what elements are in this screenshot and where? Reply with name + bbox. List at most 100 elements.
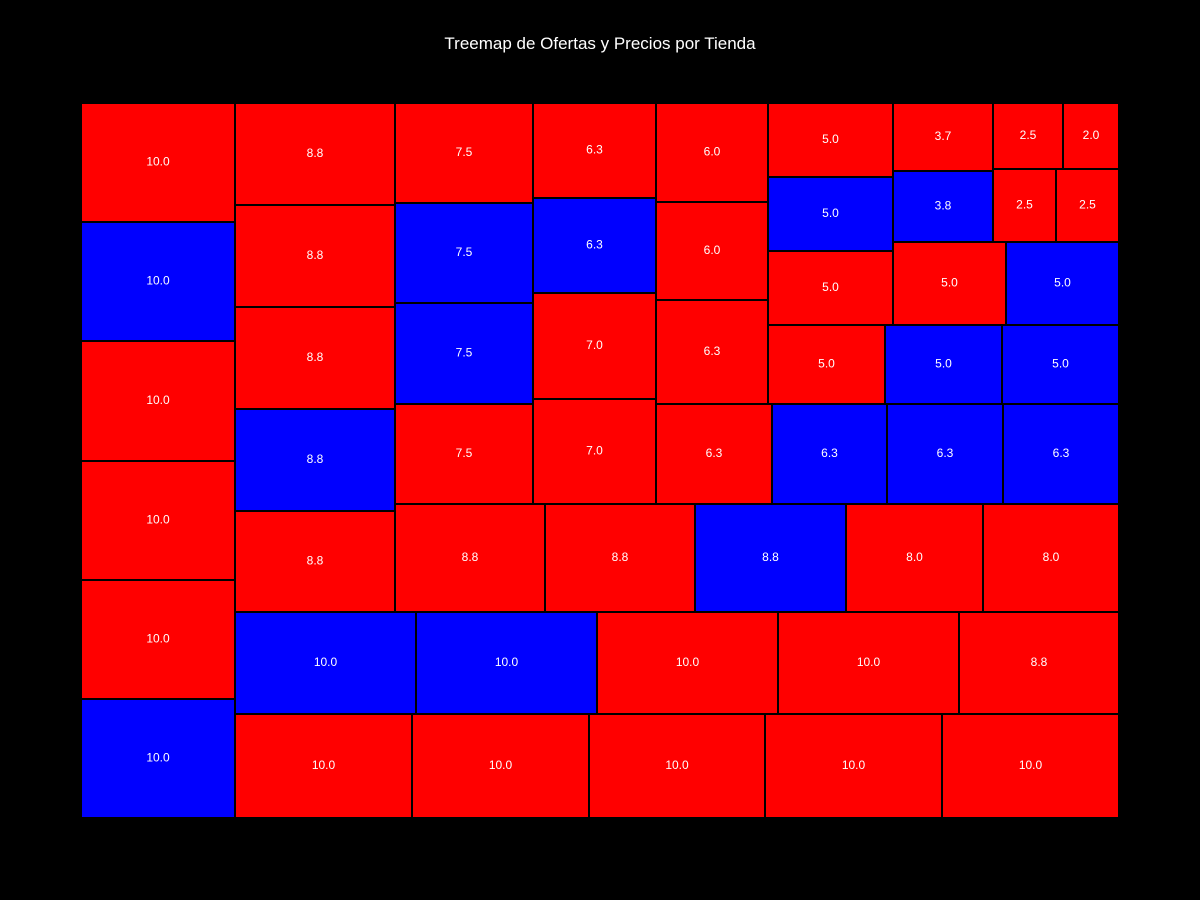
treemap-cell: 8.8 — [234, 510, 396, 613]
treemap-cell-rect — [694, 503, 847, 613]
treemap-cell: 8.8 — [694, 503, 847, 613]
treemap-cell: 2.0 — [1062, 102, 1120, 170]
treemap-cell: 7.5 — [394, 202, 534, 304]
treemap-cell-label: 8.8 — [612, 550, 629, 564]
treemap-cell-rect — [771, 403, 888, 505]
treemap-cell-rect — [394, 503, 546, 613]
treemap-cell-label: 3.8 — [935, 199, 952, 213]
treemap-cell-label: 10.0 — [146, 513, 170, 527]
treemap-cell-label: 8.8 — [462, 550, 479, 564]
treemap-cell-label: 8.8 — [307, 554, 324, 568]
treemap-cell-rect — [234, 713, 413, 819]
treemap-cell: 10.0 — [80, 102, 236, 223]
treemap-cell-label: 8.0 — [1043, 550, 1060, 564]
treemap-cell-label: 10.0 — [1019, 758, 1043, 772]
treemap-cell-label: 8.8 — [307, 146, 324, 160]
treemap-cell-label: 7.5 — [456, 446, 473, 460]
treemap-cell: 6.0 — [655, 102, 769, 203]
treemap-cell: 6.0 — [655, 201, 769, 301]
treemap-cell: 6.3 — [771, 403, 888, 505]
treemap-cell-rect — [234, 102, 396, 206]
treemap-cell-rect — [892, 241, 1007, 326]
treemap-cell: 10.0 — [80, 579, 236, 700]
treemap-cell: 8.8 — [234, 408, 396, 512]
treemap-cell-label: 2.5 — [1079, 198, 1096, 212]
treemap-cell-label: 7.0 — [586, 338, 603, 352]
treemap-cell-label: 5.0 — [822, 132, 839, 146]
treemap-cell-rect — [394, 202, 534, 304]
treemap-cell-label: 5.0 — [935, 357, 952, 371]
treemap-cell-label: 10.0 — [312, 758, 336, 772]
treemap-cell-label: 7.5 — [456, 145, 473, 159]
treemap-cell-label: 8.8 — [307, 350, 324, 364]
treemap-cell: 6.3 — [532, 197, 657, 294]
treemap-cell-rect — [767, 102, 894, 178]
treemap-cell-rect — [1001, 324, 1120, 405]
treemap-cell-label: 10.0 — [146, 632, 170, 646]
treemap-cell: 8.8 — [958, 611, 1120, 715]
treemap-cell-label: 10.0 — [676, 655, 700, 669]
treemap-cell-label: 6.3 — [821, 446, 838, 460]
treemap-cell: 10.0 — [80, 698, 236, 819]
treemap-cell-label: 6.3 — [586, 238, 603, 252]
treemap-cell: 10.0 — [234, 611, 417, 715]
treemap-cell-label: 8.8 — [762, 550, 779, 564]
treemap-cell-rect — [1005, 241, 1120, 326]
treemap-cell: 2.5 — [1055, 168, 1120, 243]
treemap-cell-rect — [886, 403, 1004, 505]
treemap-cell-rect — [884, 324, 1003, 405]
treemap-cell-label: 10.0 — [665, 758, 689, 772]
treemap-cell-label: 2.0 — [1083, 128, 1100, 142]
treemap-cell: 8.8 — [234, 102, 396, 206]
treemap-cell-rect — [80, 579, 236, 700]
treemap-cell: 2.5 — [992, 102, 1064, 170]
treemap-cell-rect — [394, 102, 534, 204]
treemap-cell-label: 6.3 — [706, 446, 723, 460]
treemap-cell-label: 7.5 — [456, 245, 473, 259]
treemap-cell-rect — [411, 713, 590, 819]
treemap-cell: 6.3 — [1002, 403, 1120, 505]
treemap-cell: 7.5 — [394, 403, 534, 505]
treemap-cell: 10.0 — [234, 713, 413, 819]
treemap-cell: 3.8 — [892, 170, 994, 243]
treemap-cell-label: 8.8 — [1031, 655, 1048, 669]
treemap-cell-label: 5.0 — [1054, 276, 1071, 290]
treemap-cell-label: 6.3 — [586, 143, 603, 157]
treemap-cell: 7.5 — [394, 302, 534, 405]
treemap-cell-rect — [992, 102, 1064, 170]
treemap-cell: 8.8 — [234, 204, 396, 308]
treemap-cell: 7.5 — [394, 102, 534, 204]
treemap-cell-label: 2.5 — [1020, 128, 1037, 142]
treemap-cell: 5.0 — [1001, 324, 1120, 405]
treemap-cell-label: 10.0 — [146, 393, 170, 407]
treemap-cell-rect — [234, 611, 417, 715]
treemap-cell: 5.0 — [1005, 241, 1120, 326]
treemap-cell-label: 3.7 — [935, 129, 952, 143]
treemap-cell-rect — [532, 292, 657, 400]
treemap-cell: 10.0 — [415, 611, 598, 715]
treemap-cell-rect — [234, 510, 396, 613]
treemap-cell-rect — [892, 102, 994, 172]
treemap-cell-label: 10.0 — [495, 655, 519, 669]
treemap-cell: 6.3 — [655, 299, 769, 405]
treemap-cell: 5.0 — [892, 241, 1007, 326]
treemap-cell-rect — [80, 698, 236, 819]
treemap-cell-label: 5.0 — [1052, 357, 1069, 371]
treemap-cell-rect — [941, 713, 1120, 819]
treemap-cell-label: 7.5 — [456, 346, 473, 360]
treemap-cell-label: 5.0 — [822, 280, 839, 294]
treemap-cell-rect — [655, 299, 769, 405]
treemap-cell: 2.5 — [992, 168, 1057, 243]
treemap-cell: 10.0 — [411, 713, 590, 819]
treemap-cell: 7.0 — [532, 292, 657, 400]
treemap-cell-rect — [992, 168, 1057, 243]
treemap-cell-rect — [394, 302, 534, 405]
treemap-cell-rect — [892, 170, 994, 243]
treemap-cell: 10.0 — [588, 713, 766, 819]
treemap-cell-rect — [845, 503, 984, 613]
treemap-cell: 5.0 — [767, 176, 894, 252]
treemap-cell-label: 6.0 — [704, 145, 721, 159]
treemap-cell: 10.0 — [80, 340, 236, 462]
